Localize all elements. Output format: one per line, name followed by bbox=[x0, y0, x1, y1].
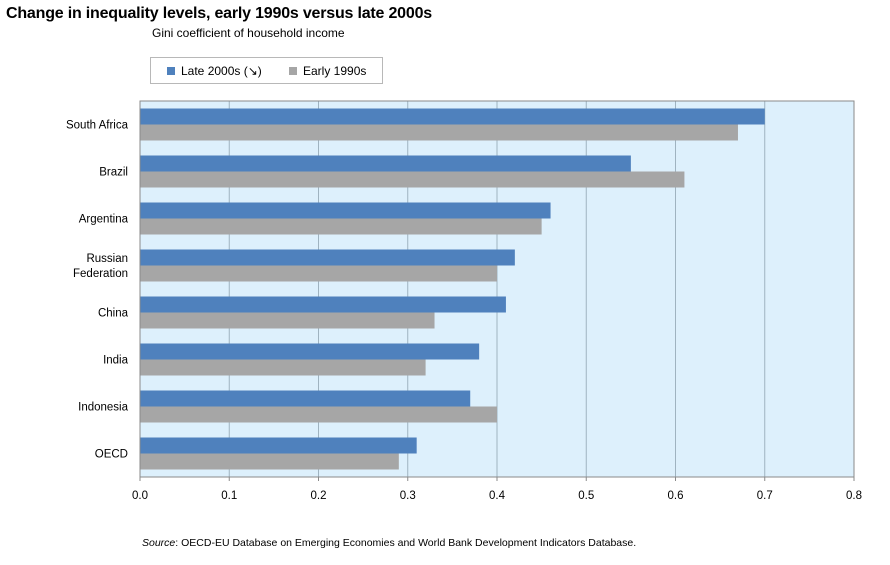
bar-early-1990s bbox=[140, 453, 399, 470]
chart-title: Change in inequality levels, early 1990s… bbox=[6, 5, 432, 22]
legend-label-late: Late 2000s (↘) bbox=[181, 64, 262, 78]
x-tick-label: 0.1 bbox=[221, 490, 237, 502]
legend-swatch-early bbox=[289, 67, 297, 75]
bar-late-2000s bbox=[140, 437, 417, 454]
legend-swatch-late bbox=[167, 67, 175, 75]
bar-early-1990s bbox=[140, 406, 497, 423]
source-text: : OECD-EU Database on Emerging Economies… bbox=[175, 537, 637, 549]
legend-item-early: Early 1990s bbox=[289, 64, 366, 78]
bar-late-2000s bbox=[140, 249, 515, 266]
category-label: South Africa bbox=[66, 120, 129, 132]
bar-early-1990s bbox=[140, 265, 497, 282]
bar-early-1990s bbox=[140, 124, 738, 141]
legend-label-early: Early 1990s bbox=[303, 64, 367, 78]
source-note: Source: OECD-EU Database on Emerging Eco… bbox=[142, 537, 636, 549]
category-label: Argentina bbox=[79, 214, 129, 226]
category-label: OECD bbox=[95, 449, 128, 461]
x-tick-label: 0.3 bbox=[400, 490, 416, 502]
x-tick-label: 0.5 bbox=[578, 490, 594, 502]
bar-early-1990s bbox=[140, 171, 685, 188]
bar-late-2000s bbox=[140, 202, 551, 219]
chart-legend: Late 2000s (↘) Early 1990s bbox=[150, 57, 383, 84]
bar-early-1990s bbox=[140, 359, 426, 376]
legend-item-late: Late 2000s (↘) bbox=[167, 64, 262, 78]
x-tick-label: 0.7 bbox=[757, 490, 773, 502]
x-tick-label: 0.4 bbox=[489, 490, 506, 502]
x-tick-label: 0.0 bbox=[132, 490, 148, 502]
x-tick-label: 0.6 bbox=[668, 490, 684, 502]
bar-late-2000s bbox=[140, 155, 631, 172]
bar-late-2000s bbox=[140, 390, 471, 407]
bar-early-1990s bbox=[140, 218, 542, 235]
category-label: China bbox=[98, 308, 129, 320]
bar-early-1990s bbox=[140, 312, 435, 329]
chart-subtitle: Gini coefficient of household income bbox=[152, 26, 345, 40]
bar-late-2000s bbox=[140, 108, 765, 125]
category-label: Brazil bbox=[99, 167, 128, 179]
source-prefix: Source bbox=[142, 537, 176, 549]
bar-late-2000s bbox=[140, 296, 506, 313]
x-tick-label: 0.8 bbox=[846, 490, 862, 502]
category-label: Russian Federation bbox=[73, 253, 128, 280]
bar-late-2000s bbox=[140, 343, 480, 360]
category-label: India bbox=[103, 355, 129, 367]
x-tick-label: 0.2 bbox=[311, 490, 327, 502]
category-label: Indonesia bbox=[78, 402, 128, 414]
